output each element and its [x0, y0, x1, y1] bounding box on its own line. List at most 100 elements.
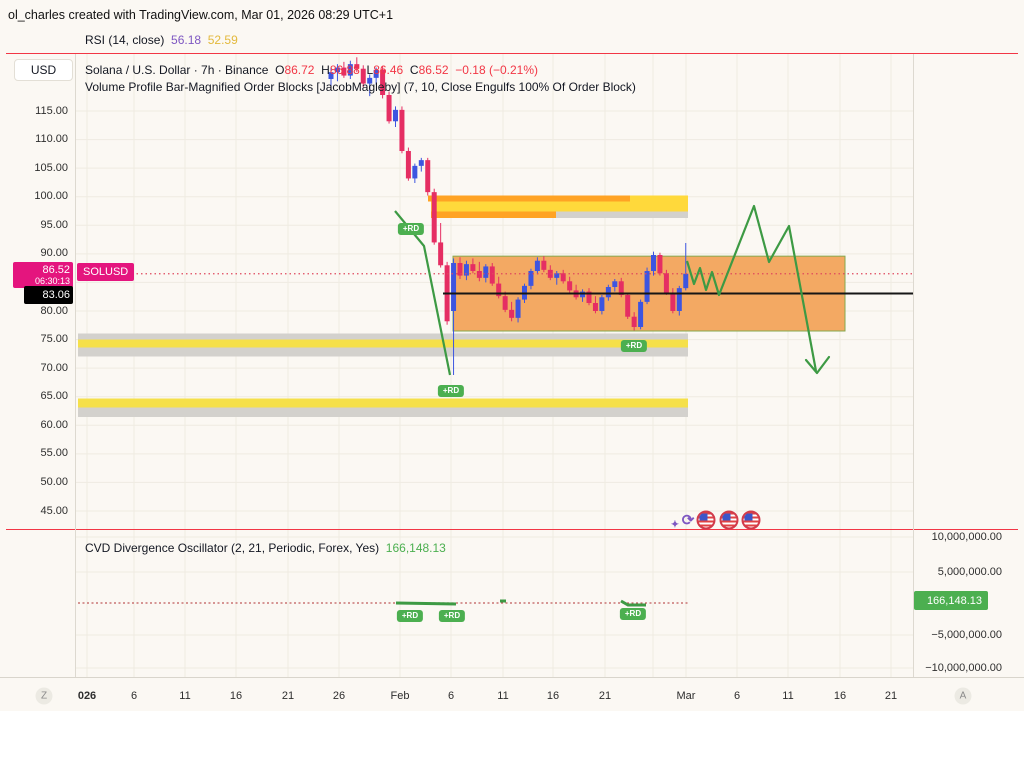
price-axis-label: 75.00 — [40, 333, 68, 346]
price-axis-label: 80.00 — [40, 304, 68, 317]
price-axis-label: 70.00 — [40, 361, 68, 374]
ohlc-close-label: C — [409, 63, 419, 77]
candle — [528, 268, 534, 290]
candle — [496, 276, 502, 299]
time-axis-label: 21 — [281, 690, 295, 702]
level-price-tag: 83.06 — [24, 286, 73, 304]
projection-arrowhead — [804, 355, 831, 375]
time-axis-label: 026 — [77, 690, 97, 702]
symbol-title[interactable]: Solana / U.S. Dollar · 7h · Binance — [85, 63, 269, 77]
pane-separator-cvd[interactable] — [6, 529, 1018, 530]
price-axis-label: 50.00 — [40, 475, 68, 488]
volume-profile-band-pale_yellow — [78, 398, 688, 408]
cvd-series-segment — [395, 601, 457, 606]
indicator-legend[interactable]: Volume Profile Bar-Magnified Order Block… — [85, 80, 636, 94]
cvd-legend: CVD Divergence Oscillator (2, 21, Period… — [85, 541, 446, 555]
candle — [483, 264, 489, 283]
candle — [670, 288, 676, 314]
volume-profile-band-gray — [78, 407, 688, 417]
volume-profile-band-orange — [428, 195, 630, 202]
cvd-value-tag: 166,148.13 — [914, 591, 988, 610]
economic-event-us-flag-icon[interactable] — [741, 510, 761, 530]
time-axis-label: 16 — [833, 690, 847, 702]
ohlc-high-value: 86.88 — [329, 63, 360, 77]
candle — [451, 258, 457, 376]
symbol-legend: Solana / U.S. Dollar · 7h · Binance O86.… — [85, 63, 538, 77]
cvd-title[interactable]: CVD Divergence Oscillator (2, 21, Period… — [85, 541, 380, 555]
candle — [638, 299, 644, 330]
time-axis-label: 26 — [332, 690, 346, 702]
time-axis-label: 6 — [130, 690, 138, 702]
volume-profile-band-pale_yellow — [78, 339, 688, 348]
candle — [651, 251, 656, 276]
main-pane — [78, 57, 913, 417]
candle — [592, 296, 598, 314]
candle — [405, 147, 411, 181]
candle — [676, 285, 682, 316]
currency-scale-button[interactable]: USD — [14, 59, 73, 81]
scale-a-button[interactable]: A — [954, 687, 972, 705]
candle — [354, 57, 360, 73]
ohlc-close-value: 86.52 — [418, 63, 449, 77]
candle — [509, 301, 515, 322]
cvd-value: 166,148.13 — [385, 541, 446, 555]
candle — [625, 292, 631, 320]
time-axis-label: 16 — [229, 690, 243, 702]
time-axis-label: 21 — [598, 690, 612, 702]
time-axis-label: 21 — [884, 690, 898, 702]
candle — [386, 91, 392, 124]
candle — [431, 188, 437, 245]
ohlc-high-label: H — [321, 63, 330, 77]
scale-z-button[interactable]: Z — [35, 687, 53, 705]
candle — [328, 67, 334, 91]
rd-divergence-badge: +RD — [397, 223, 425, 235]
economic-event-us-flag-icon[interactable] — [696, 510, 716, 530]
projection-path[interactable] — [685, 204, 818, 372]
time-axis-label: 6 — [733, 690, 741, 702]
rsi-legend: RSI (14, close) 56.18 52.59 — [85, 33, 238, 47]
candle — [380, 66, 386, 99]
candle — [560, 269, 566, 284]
economic-event-us-flag-icon[interactable] — [719, 510, 739, 530]
change-value: −0.18 (−0.21%) — [455, 63, 539, 77]
rsi-title[interactable]: RSI (14, close) — [85, 33, 165, 47]
volume-profile-band-gray — [556, 211, 688, 218]
rd-divergence-badge: +RD — [438, 610, 466, 622]
candle — [393, 106, 398, 128]
price-axis-label: 95.00 — [40, 218, 68, 231]
candle — [347, 60, 353, 79]
cvd-axis-label: 5,000,000.00 — [937, 565, 1002, 578]
footer: TradingView — [0, 711, 1024, 764]
price-axis-label: 60.00 — [40, 418, 68, 431]
candle — [644, 267, 650, 305]
ohlc-open-value: 86.72 — [284, 63, 315, 77]
pane-separator-top[interactable] — [6, 53, 1018, 54]
candle — [683, 243, 689, 291]
candle — [476, 261, 482, 282]
candle — [515, 297, 521, 323]
candle — [399, 106, 405, 154]
right-price-scale-border — [913, 54, 914, 677]
refresh-icon[interactable]: ⟳ — [681, 512, 695, 529]
candle — [367, 74, 373, 97]
candle — [586, 288, 592, 306]
rsi-value: 56.18 — [171, 33, 202, 47]
rsi-ma-value: 52.59 — [207, 33, 238, 47]
bar-countdown: 06:30:13 — [34, 276, 70, 286]
price-axis-label: 55.00 — [40, 447, 68, 460]
price-axis-label: 110.00 — [35, 133, 68, 146]
candle — [631, 312, 637, 331]
sparkle-icon: ✦ — [670, 519, 680, 531]
snapshot-attribution: ol_charles created with TradingView.com,… — [8, 8, 394, 22]
time-axis-label: Mar — [676, 690, 696, 702]
candle — [457, 257, 463, 280]
candle — [534, 257, 540, 275]
candle — [470, 258, 476, 274]
current-price-tag: 86.52 06:30:13 — [13, 262, 73, 288]
candle — [599, 295, 605, 315]
divergence-line[interactable] — [394, 210, 452, 376]
ohlc-open-label: O — [275, 63, 285, 77]
